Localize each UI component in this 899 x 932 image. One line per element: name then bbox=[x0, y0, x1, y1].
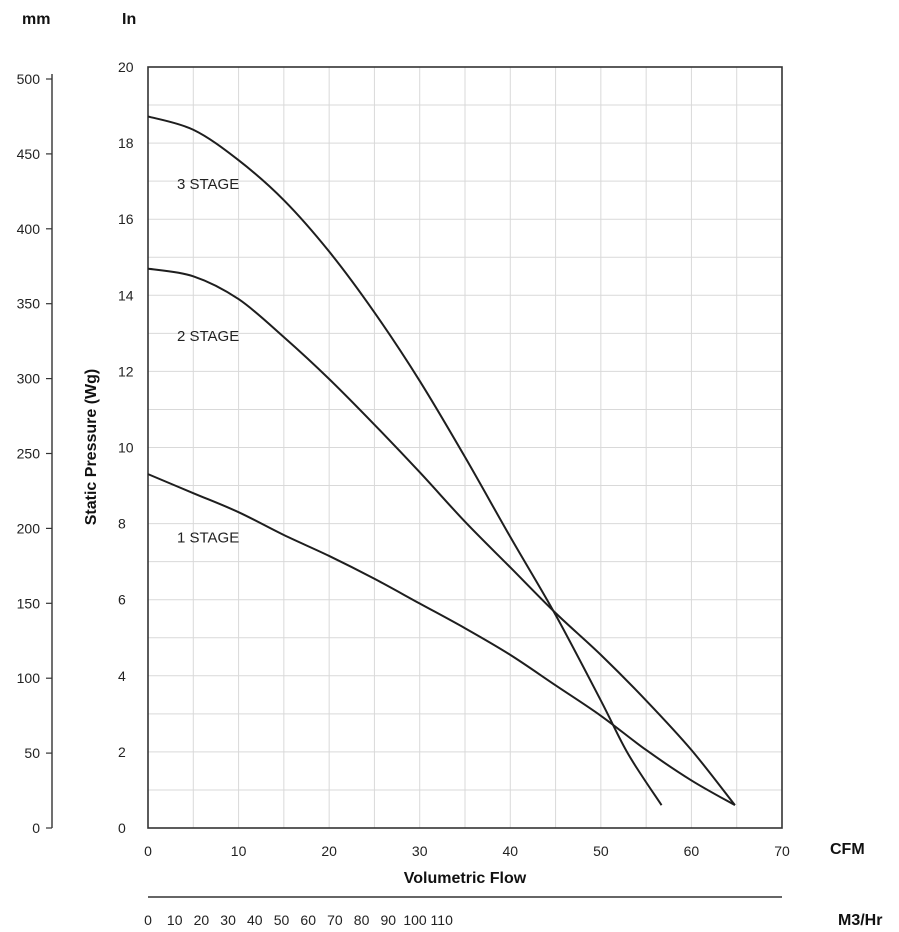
y-tick-label: 18 bbox=[118, 135, 134, 151]
x-tick-label: 0 bbox=[144, 843, 152, 859]
curve-2-stage bbox=[147, 267, 736, 806]
x-tick-label: 30 bbox=[412, 843, 428, 859]
curve-label-2-stage: 2 STAGE bbox=[177, 328, 239, 345]
x-tick-label: 60 bbox=[684, 843, 700, 859]
in-unit-label: In bbox=[122, 11, 136, 28]
curve-label-1-stage: 1 STAGE bbox=[177, 530, 239, 547]
x-axis-ticks: 0 10 20 30 40 50 60 70 bbox=[144, 843, 790, 859]
m3hr-tick-label: 70 bbox=[327, 912, 343, 928]
mm-tick-label: 50 bbox=[24, 745, 40, 761]
m3hr-tick-label: 80 bbox=[354, 912, 370, 928]
mm-unit-label: mm bbox=[22, 11, 50, 28]
mm-tick-label: 400 bbox=[17, 221, 41, 237]
y-tick-label: 8 bbox=[118, 516, 126, 532]
y-axis-ticks: 0 2 4 6 8 10 12 14 16 18 20 bbox=[118, 59, 134, 836]
curve-labels: 1 STAGE 2 STAGE 3 STAGE bbox=[177, 176, 239, 547]
mm-tick-label: 500 bbox=[17, 71, 41, 87]
x-tick-label: 70 bbox=[774, 843, 790, 859]
cfm-unit-label: CFM bbox=[830, 841, 865, 858]
m3hr-tick-label: 50 bbox=[274, 912, 290, 928]
y-tick-label: 4 bbox=[118, 668, 126, 684]
m3hr-tick-label: 0 bbox=[144, 912, 152, 928]
x-tick-label: 20 bbox=[321, 843, 337, 859]
mm-tick-label: 0 bbox=[32, 820, 40, 836]
mm-tick-label: 100 bbox=[17, 670, 41, 686]
m3hr-unit-label: M3/Hr bbox=[838, 912, 882, 929]
mm-tick-label: 450 bbox=[17, 146, 41, 162]
y-tick-label: 12 bbox=[118, 363, 134, 379]
y-tick-label: 6 bbox=[118, 592, 126, 608]
curves bbox=[147, 115, 736, 807]
grid bbox=[148, 67, 782, 828]
curve-label-3-stage: 3 STAGE bbox=[177, 176, 239, 193]
y-tick-label: 20 bbox=[118, 59, 134, 75]
m3hr-tick-label: 90 bbox=[381, 912, 397, 928]
y-tick-label: 10 bbox=[118, 440, 134, 456]
m3hr-tick-label: 110 bbox=[431, 912, 454, 928]
x-tick-label: 50 bbox=[593, 843, 609, 859]
mm-tick-label: 150 bbox=[17, 595, 41, 611]
y-tick-label: 16 bbox=[118, 211, 134, 227]
y-tick-label: 14 bbox=[118, 287, 134, 303]
y-tick-label: 2 bbox=[118, 744, 126, 760]
m3hr-tick-label: 40 bbox=[247, 912, 263, 928]
mm-axis: 0 50 100 150 200 250 300 350 400 450 500 bbox=[17, 71, 53, 836]
plot-frame bbox=[147, 66, 783, 829]
x-tick-label: 40 bbox=[502, 843, 518, 859]
curve-1-stage bbox=[147, 473, 736, 807]
x-tick-label: 10 bbox=[231, 843, 247, 859]
m3hr-tick-label: 10 bbox=[167, 912, 183, 928]
mm-tick-label: 350 bbox=[17, 296, 41, 312]
y-axis-title: Static Pressure (Wg) bbox=[83, 369, 100, 525]
curve-3-stage bbox=[147, 115, 663, 806]
y-tick-label: 0 bbox=[118, 820, 126, 836]
m3hr-tick-label: 20 bbox=[194, 912, 210, 928]
m3hr-tick-label: 30 bbox=[220, 912, 236, 928]
mm-tick-label: 200 bbox=[17, 520, 41, 536]
m3hr-tick-label: 60 bbox=[300, 912, 316, 928]
x-axis-title: Volumetric Flow bbox=[404, 870, 527, 887]
mm-tick-label: 250 bbox=[17, 446, 41, 462]
mm-tick-label: 300 bbox=[17, 371, 41, 387]
m3hr-axis: 0 10 20 30 40 50 60 70 80 90 100 110 bbox=[144, 896, 782, 928]
m3hr-tick-label: 100 bbox=[403, 912, 427, 928]
